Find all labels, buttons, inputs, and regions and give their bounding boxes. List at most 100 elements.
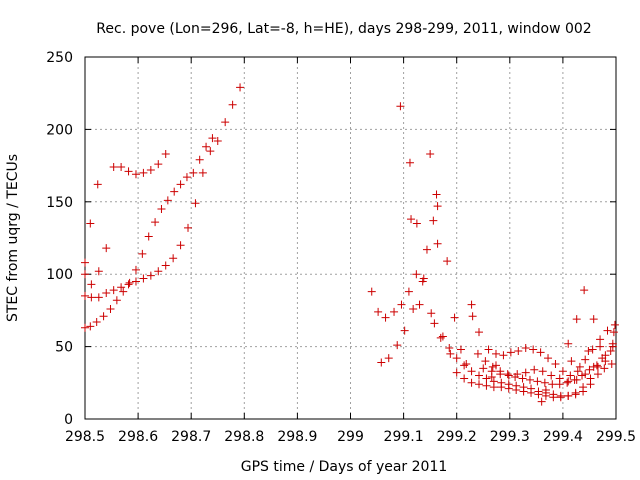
data-point xyxy=(503,370,512,379)
data-point xyxy=(572,315,581,324)
data-point xyxy=(93,180,102,189)
y-tick-label: 250 xyxy=(46,50,73,66)
x-tick-label: 299.4 xyxy=(543,429,583,445)
data-point xyxy=(499,351,508,360)
data-point xyxy=(176,180,185,189)
data-point xyxy=(564,377,573,386)
data-point xyxy=(555,374,564,383)
x-tick-label: 298.8 xyxy=(224,429,264,445)
data-point xyxy=(228,100,237,109)
data-point xyxy=(161,261,170,270)
axis-ticks: 298.5 298.6 298.7 298.8 298.9 299 299.1 299.2 29… xyxy=(46,50,636,445)
data-point xyxy=(117,163,126,172)
data-point xyxy=(124,167,133,176)
data-point xyxy=(467,367,476,376)
data-point xyxy=(541,386,550,395)
data-point xyxy=(154,267,163,276)
data-point xyxy=(572,375,581,384)
data-point xyxy=(195,155,204,164)
data-point xyxy=(578,371,587,380)
data-point xyxy=(529,345,538,354)
data-point xyxy=(415,300,424,309)
x-tick-label: 298.9 xyxy=(277,429,317,445)
data-point xyxy=(189,168,198,177)
data-point xyxy=(163,196,172,205)
data-point xyxy=(443,257,452,266)
data-point xyxy=(467,300,476,309)
data-points xyxy=(81,83,619,406)
data-point xyxy=(536,348,545,357)
data-point xyxy=(191,199,200,208)
data-point xyxy=(533,377,542,386)
data-point xyxy=(397,300,406,309)
series-arc-d xyxy=(81,267,103,289)
data-point xyxy=(393,341,402,350)
data-point xyxy=(566,371,575,380)
data-point xyxy=(412,219,421,228)
series-decay-2 xyxy=(452,342,617,402)
data-point xyxy=(489,383,498,392)
data-point xyxy=(579,383,588,392)
data-point xyxy=(491,349,500,358)
x-tick-label: 299.3 xyxy=(490,429,530,445)
data-point xyxy=(603,326,612,335)
data-point xyxy=(521,368,530,377)
data-point xyxy=(407,215,416,224)
data-point xyxy=(438,332,447,341)
data-point xyxy=(558,367,567,376)
data-point xyxy=(81,291,89,300)
series-scatter-mid xyxy=(367,239,455,367)
data-point xyxy=(549,393,558,402)
data-point xyxy=(460,361,469,370)
data-point xyxy=(575,362,584,371)
data-point xyxy=(119,287,128,296)
data-point xyxy=(596,342,605,351)
data-point xyxy=(452,354,461,363)
y-tick-label: 150 xyxy=(46,195,73,211)
data-point xyxy=(551,359,560,368)
data-point xyxy=(367,287,376,296)
data-point xyxy=(436,333,445,342)
data-point xyxy=(484,345,493,354)
data-point xyxy=(151,218,160,227)
data-point xyxy=(475,371,484,380)
series-band-1 xyxy=(473,349,616,389)
data-point xyxy=(176,241,185,250)
series-arc-b xyxy=(81,83,245,302)
data-point xyxy=(584,346,593,355)
data-point xyxy=(468,312,477,321)
x-tick-label: 298.6 xyxy=(118,429,158,445)
x-tick-label: 299 xyxy=(337,429,364,445)
data-point xyxy=(161,150,170,159)
data-point xyxy=(450,313,459,322)
grid xyxy=(85,57,616,419)
data-point xyxy=(514,346,523,355)
data-point xyxy=(157,205,166,214)
data-point xyxy=(429,216,438,225)
data-point xyxy=(433,239,442,248)
data-point xyxy=(138,249,147,258)
data-point xyxy=(481,357,490,366)
data-point xyxy=(547,371,556,380)
data-point xyxy=(169,254,178,263)
data-point xyxy=(208,134,217,143)
data-point xyxy=(512,386,521,395)
data-point xyxy=(81,323,89,332)
data-point xyxy=(131,265,140,274)
data-point xyxy=(521,344,530,353)
data-point xyxy=(94,267,103,276)
series-band-2 xyxy=(484,320,619,380)
y-tick-label: 200 xyxy=(46,122,73,138)
data-point xyxy=(146,271,155,280)
data-point xyxy=(482,381,491,390)
data-point xyxy=(109,286,118,295)
y-tick-label: 0 xyxy=(64,412,73,428)
data-point xyxy=(236,83,245,92)
data-point xyxy=(112,296,121,305)
data-point xyxy=(221,118,230,127)
data-point xyxy=(412,270,421,279)
chart-title: Rec. pove (Lon=296, Lat=-8, h=HE), days … xyxy=(96,21,591,37)
data-point xyxy=(567,357,576,366)
data-point xyxy=(86,322,95,331)
data-point xyxy=(170,187,179,196)
